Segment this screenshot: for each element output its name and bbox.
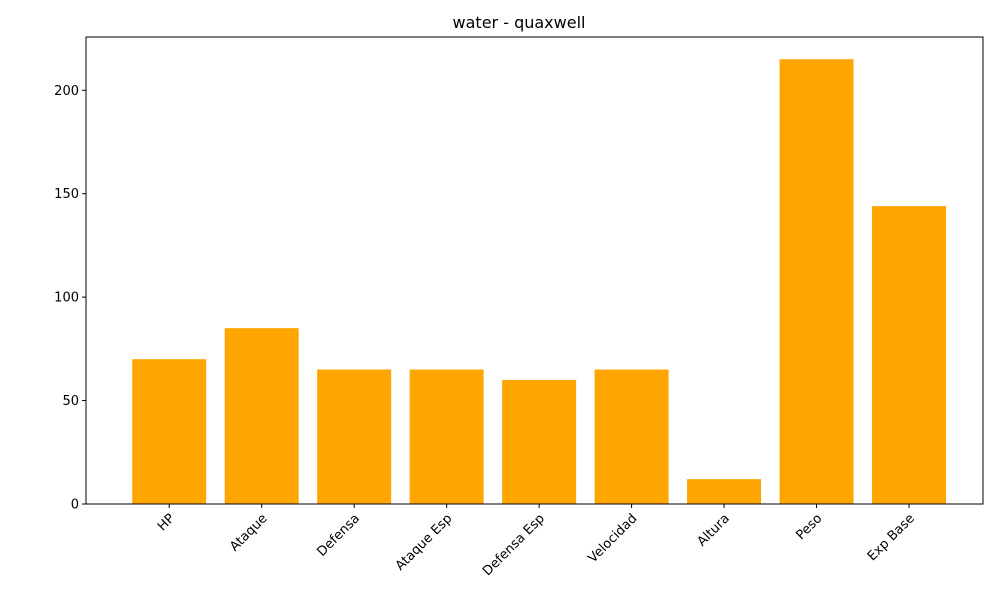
bar-defensa-esp (502, 379, 577, 504)
y-axis: 0 50 100 150 200 (54, 84, 86, 513)
bar-velocidad (594, 369, 669, 504)
bar-exp-base (872, 206, 947, 504)
bar-ataque-esp (409, 369, 484, 504)
x-tick-label: Velocidad (585, 511, 640, 566)
y-tick-label: 200 (54, 84, 79, 99)
y-tick-label: 150 (54, 187, 79, 202)
x-tick-label: Ataque Esp (393, 511, 456, 574)
x-tick-label: Defensa Esp (480, 511, 548, 579)
x-tick-label: Altura (695, 511, 733, 549)
bar-altura (687, 479, 762, 504)
x-tick-label: Exp Base (865, 511, 918, 564)
x-tick-label: Ataque (227, 511, 270, 554)
bars-layer (132, 59, 947, 504)
x-axis: HP Ataque Defensa Ataque Esp Defensa Esp Velo… (155, 504, 918, 579)
bar-hp (132, 359, 207, 504)
x-tick-label: Defensa (315, 511, 363, 559)
x-tick-label: Peso (793, 511, 825, 543)
plot-frame (85, 36, 984, 505)
x-tick-label: HP (155, 511, 178, 534)
y-tick-label: 0 (71, 498, 79, 513)
bar-peso (779, 59, 854, 504)
bar-ataque (224, 328, 299, 504)
y-tick-label: 100 (54, 291, 79, 306)
y-tick-label: 50 (62, 394, 79, 409)
bar-defensa (317, 369, 392, 504)
chart-title: water - quaxwell (453, 13, 586, 32)
